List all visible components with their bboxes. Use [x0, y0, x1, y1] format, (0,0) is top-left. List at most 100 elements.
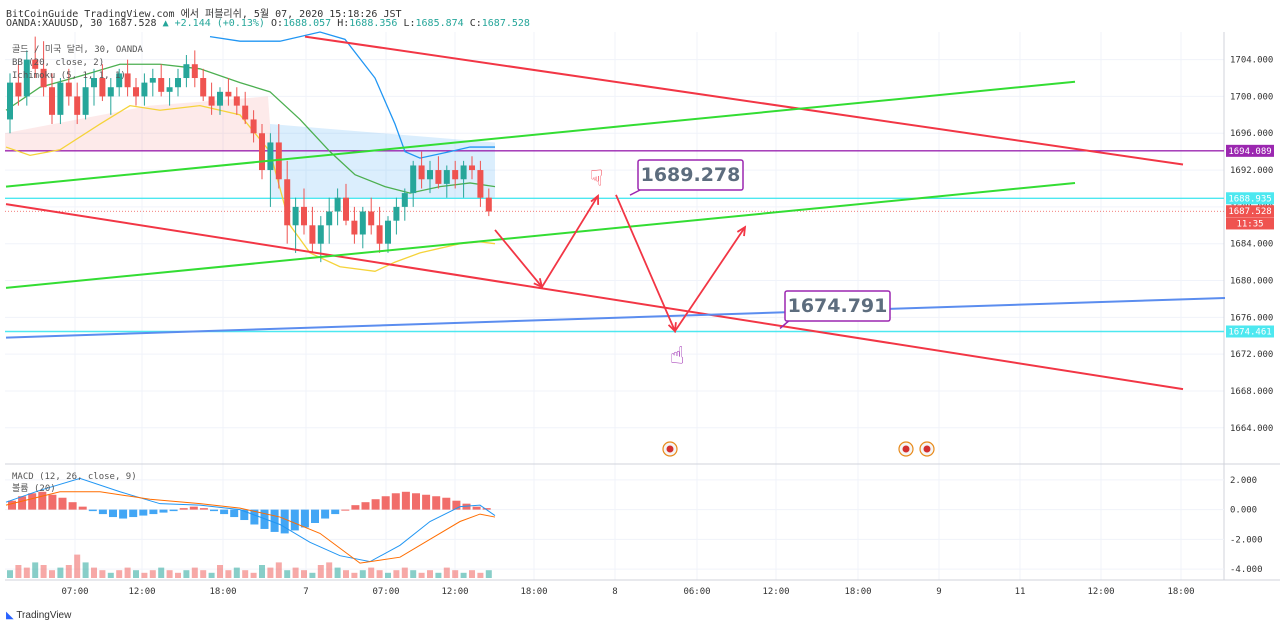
- macd-histogram-bar: [452, 500, 461, 510]
- price-tag-label: 1688.935: [1228, 194, 1271, 204]
- time-tick-label: 11: [1015, 587, 1026, 597]
- trend-lines[interactable]: [5, 35, 1226, 391]
- macd-histogram-bar: [159, 509, 168, 513]
- candle-body: [65, 82, 72, 97]
- pointing-down-hand-icon: ☟: [590, 167, 603, 192]
- candle-body: [166, 87, 173, 92]
- volume-bar: [74, 554, 81, 578]
- candle-body: [74, 96, 81, 115]
- candle-body: [469, 165, 475, 171]
- macd-histogram-bar: [260, 509, 269, 529]
- candle-body: [116, 73, 123, 88]
- macd-histogram-bar: [300, 509, 309, 528]
- volume-bar: [376, 570, 383, 578]
- macd-histogram-bar: [280, 509, 289, 534]
- macd-histogram-bar: [48, 494, 57, 510]
- volume-bar: [225, 570, 232, 578]
- volume-bar: [317, 565, 324, 578]
- candle-body: [393, 206, 400, 221]
- volume-bar: [233, 567, 240, 578]
- forecast-arrow-1: [494, 195, 599, 289]
- candle-body: [40, 68, 47, 88]
- candle-body: [359, 211, 366, 235]
- macd-histogram-bar: [179, 508, 188, 510]
- macd-tick-label: 0.000: [1230, 506, 1257, 516]
- volume-bar: [326, 562, 333, 578]
- callout-price: 1689.278: [641, 164, 741, 186]
- macd-histogram-bar: [78, 506, 87, 510]
- volume-bar: [292, 567, 299, 578]
- volume-bar: [435, 572, 442, 578]
- chart-grid: [5, 32, 1280, 581]
- arrowhead-4: [736, 225, 747, 237]
- price-axis[interactable]: 1664.000 1668.000 1672.000 1676.000 1680.000…: [1226, 56, 1274, 434]
- callout-price: 1674.791: [788, 295, 888, 317]
- macd-histogram-bar: [240, 509, 249, 521]
- indicator-legend-ichimoku: Ichimoku (5, 1, 1, 1): [12, 71, 126, 81]
- arrowhead-1: [533, 278, 544, 289]
- candle-body: [32, 59, 39, 69]
- candle-body: [385, 220, 391, 244]
- volume-bar: [49, 570, 55, 578]
- time-axis[interactable]: 07:00 12:00 18:00 7 07:00 12:00 18:00 8 06:00 12:…: [61, 587, 1194, 597]
- macd-pane: 2.000 0.000 -2.000 -4.000: [5, 476, 1263, 578]
- time-tick-label: 18:00: [520, 587, 547, 597]
- volume-bar: [166, 570, 173, 578]
- trend-line-red-lower: [5, 203, 1184, 391]
- macd-histogram-bar: [432, 496, 441, 510]
- price-tick-label: 1664.000: [1230, 424, 1273, 434]
- candle-body: [233, 96, 240, 106]
- volume-bar: [7, 570, 13, 578]
- volume-bar: [99, 570, 106, 578]
- chart-publish-title: BitCoinGuide TradingView.com 에서 퍼블리쉬, 5월…: [6, 9, 402, 20]
- time-tick-label: 12:00: [128, 587, 155, 597]
- price-tag-label: 1674.461: [1228, 327, 1271, 337]
- volume-bar: [284, 570, 291, 578]
- volume-bar: [107, 572, 114, 578]
- close-value: 1687.528: [481, 18, 530, 29]
- volume-bar: [23, 567, 30, 578]
- volume-bar: [57, 567, 64, 578]
- macd-histogram-bar: [482, 508, 491, 510]
- volume-bar: [208, 572, 215, 578]
- volume-bar: [359, 570, 366, 578]
- volume-bar: [334, 567, 341, 578]
- arrowhead-3: [667, 322, 677, 334]
- price-tick-label: 1668.000: [1230, 387, 1273, 397]
- candle-body: [124, 73, 131, 88]
- macd-histogram-bar: [371, 499, 380, 510]
- volume-bar: [267, 567, 274, 578]
- macd-histogram-bar: [139, 509, 148, 516]
- time-tick-label: 12:00: [441, 587, 468, 597]
- trend-line-green-lower: [5, 181, 1076, 289]
- volume-bar: [141, 572, 148, 578]
- candle-body: [7, 82, 13, 120]
- time-tick-label: 18:00: [209, 587, 236, 597]
- candle-body: [141, 82, 148, 97]
- tradingview-logo[interactable]: ◣ TradingView: [6, 610, 71, 621]
- volume-bar: [217, 565, 223, 578]
- volume-bar: [309, 572, 316, 578]
- volume-bar: [191, 567, 198, 578]
- indicator-legend-macd: MACD (12, 26, close, 9): [12, 472, 137, 482]
- volume-bar: [250, 572, 257, 578]
- volume-bar: [82, 562, 89, 578]
- candle-body: [435, 170, 442, 184]
- macd-histogram-bar: [129, 509, 138, 518]
- volume-bar: [469, 570, 475, 578]
- candle-body: [57, 82, 64, 115]
- candle-body: [334, 197, 341, 212]
- volume-bar: [485, 570, 492, 578]
- time-tick-label: 18:00: [1167, 587, 1194, 597]
- candle-body: [242, 105, 249, 120]
- volume-bar: [275, 562, 282, 578]
- price-tag-label: 1687.528: [1228, 207, 1271, 217]
- candle-body: [343, 197, 349, 221]
- time-tick-label: 06:00: [683, 587, 710, 597]
- candle-body: [301, 206, 307, 226]
- forecast-arrows[interactable]: [494, 193, 747, 334]
- price-tag: [1226, 144, 1274, 157]
- annotations[interactable]: ☟ ☝ 1689.278 1674.791: [590, 159, 935, 457]
- volume-bar: [259, 565, 265, 578]
